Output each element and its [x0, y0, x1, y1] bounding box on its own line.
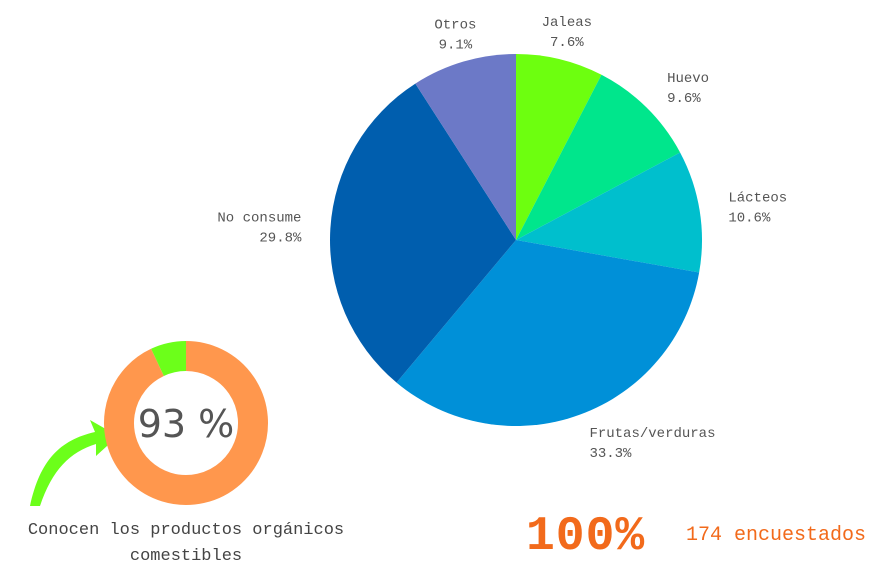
respondents: 174 encuestados [686, 524, 867, 547]
total-percent: 100% [526, 510, 646, 564]
pie-slice [516, 152, 702, 273]
pie-slice [396, 240, 700, 426]
pie-slice [516, 54, 602, 240]
slice-label: Lácteos [728, 190, 787, 206]
slice-value: 9.6% [667, 91, 701, 107]
slice-label: Otros [434, 18, 476, 34]
caption: Conocen los productos orgánicos comestib… [27, 521, 345, 566]
donut-segment [104, 341, 268, 505]
slice-label: Huevo [667, 71, 709, 87]
slice-value: 33.3% [589, 446, 632, 462]
slice-value: 9.1% [439, 38, 473, 54]
donut-segment [151, 341, 187, 377]
slice-value: 29.8% [259, 231, 302, 247]
slice-value: 7.6% [550, 35, 584, 51]
pie-slice [516, 74, 681, 241]
slice-label: No consume [217, 211, 301, 227]
donut-center-label: 93 % [138, 402, 235, 446]
pie-slice [415, 54, 516, 240]
slice-value: 10.6% [728, 210, 771, 226]
pie-slice [330, 83, 516, 383]
arrow [30, 420, 118, 506]
slice-label: Jaleas [542, 15, 592, 31]
slice-label: Frutas/verduras [589, 426, 715, 442]
